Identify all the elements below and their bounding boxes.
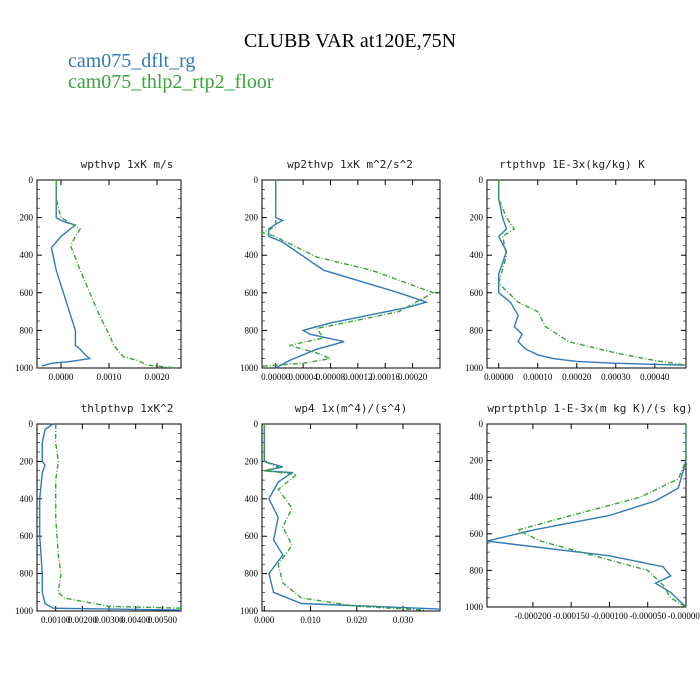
panel-2-series-1 bbox=[268, 180, 429, 369]
x-tick-label: 0.0020 bbox=[145, 372, 170, 382]
y-tick-label: 400 bbox=[470, 250, 484, 260]
y-tick-label: 400 bbox=[20, 494, 34, 504]
panel-3-frame bbox=[486, 179, 687, 369]
x-tick-label: 0.000 bbox=[254, 615, 275, 625]
y-tick-label: 400 bbox=[470, 492, 484, 502]
y-tick-label: 200 bbox=[245, 213, 259, 223]
y-tick-label: 800 bbox=[245, 325, 259, 335]
x-tick-label: 0.00008 bbox=[316, 372, 346, 382]
y-tick-label: 600 bbox=[470, 529, 484, 539]
y-tick-label: 0 bbox=[29, 175, 34, 185]
panel-1-title: wpthvp 1xK m/s bbox=[81, 158, 174, 171]
x-tick-label: -0.000150 bbox=[553, 611, 590, 621]
panel-3-series-1 bbox=[497, 180, 687, 366]
y-tick-label: 1000 bbox=[240, 363, 259, 373]
y-tick-label: 800 bbox=[470, 325, 484, 335]
y-tick-label: 0 bbox=[479, 175, 484, 185]
y-tick-label: 200 bbox=[470, 213, 484, 223]
x-tick-label: 0.010 bbox=[300, 615, 321, 625]
x-tick-label: 0.00000 bbox=[261, 372, 291, 382]
x-tick-label: 0.00012 bbox=[343, 372, 372, 382]
panel-1-frame bbox=[36, 179, 182, 369]
x-tick-label: -0.000100 bbox=[591, 611, 628, 621]
x-tick-label: 0.00020 bbox=[398, 372, 428, 382]
x-tick-label: 0.00200 bbox=[68, 615, 98, 625]
panel-4-title: thlpthvp 1xK^2 bbox=[81, 402, 174, 415]
legend-entry-2: cam075_thlp2_rtp2_floor bbox=[68, 71, 274, 93]
x-tick-label: 0.00004 bbox=[288, 372, 318, 382]
y-tick-label: 1000 bbox=[240, 606, 259, 616]
panel-6-series-1 bbox=[486, 424, 687, 608]
y-tick-label: 0 bbox=[254, 419, 259, 429]
chart-title: CLUBB VAR at120E,75N bbox=[243, 30, 457, 52]
y-tick-label: 1000 bbox=[15, 606, 34, 616]
y-tick-label: 400 bbox=[245, 494, 259, 504]
y-tick-label: 600 bbox=[245, 531, 259, 541]
y-tick-label: 800 bbox=[20, 569, 34, 579]
y-tick-label: 1000 bbox=[465, 602, 484, 612]
y-tick-label: 0 bbox=[479, 419, 484, 429]
x-tick-label: 0.0000 bbox=[49, 372, 74, 382]
panel-2-series-2 bbox=[259, 180, 435, 367]
x-tick-label: 0.00020 bbox=[562, 372, 592, 382]
panel-2-frame bbox=[261, 179, 441, 369]
x-tick-label: -0.000050 bbox=[629, 611, 666, 621]
y-tick-label: 200 bbox=[20, 213, 34, 223]
panel-6-title: wprtpthlp 1-E-3x(m kg K)/(s kg) bbox=[487, 402, 692, 415]
y-tick-label: 200 bbox=[20, 456, 34, 466]
y-tick-label: 400 bbox=[245, 250, 259, 260]
panel-4-series-1 bbox=[39, 423, 182, 611]
panel-1-series-2 bbox=[55, 180, 177, 369]
y-tick-label: 600 bbox=[245, 288, 259, 298]
x-tick-label: 0.00100 bbox=[41, 615, 71, 625]
y-tick-label: 0 bbox=[254, 175, 259, 185]
x-tick-label: -0.000200 bbox=[515, 611, 552, 621]
x-tick-label: 0.00030 bbox=[601, 372, 631, 382]
panel-2-title: wp2thvp 1xK m^2/s^2 bbox=[287, 158, 413, 171]
x-tick-label: 0.00000 bbox=[484, 372, 514, 382]
x-tick-label: 0.0010 bbox=[97, 372, 122, 382]
x-tick-label: 0.00010 bbox=[523, 372, 553, 382]
x-tick-label: 0.00500 bbox=[148, 615, 178, 625]
panel-3-series-2 bbox=[497, 180, 687, 366]
x-tick-label: 0.020 bbox=[347, 615, 368, 625]
y-tick-label: 800 bbox=[470, 565, 484, 575]
panel-5-title: wp4 1x(m^4)/(s^4) bbox=[295, 402, 408, 415]
y-tick-label: 400 bbox=[20, 250, 34, 260]
x-tick-label: 0.00400 bbox=[121, 615, 151, 625]
y-tick-label: 600 bbox=[470, 288, 484, 298]
panel-1-series-1 bbox=[41, 180, 92, 367]
y-tick-label: 600 bbox=[20, 288, 34, 298]
x-tick-label: 0.00300 bbox=[94, 615, 124, 625]
panel-4-series-2 bbox=[55, 424, 182, 609]
y-tick-label: 1000 bbox=[15, 363, 34, 373]
x-tick-label: 0.00040 bbox=[640, 372, 670, 382]
x-tick-label: 0.030 bbox=[393, 615, 414, 625]
y-tick-label: 200 bbox=[245, 456, 259, 466]
panel-6-frame bbox=[486, 423, 687, 608]
panel-6-series-2 bbox=[515, 424, 687, 608]
panel-3-title: rtpthvp 1E-3x(kg/kg) K bbox=[499, 158, 645, 171]
panel-5-series-1 bbox=[263, 424, 441, 610]
x-tick-label: 0.00016 bbox=[371, 372, 401, 382]
panel-5-series-2 bbox=[263, 424, 427, 611]
y-tick-label: 800 bbox=[245, 569, 259, 579]
panel-4-frame bbox=[36, 423, 182, 612]
y-tick-label: 0 bbox=[29, 419, 34, 429]
y-tick-label: 800 bbox=[20, 325, 34, 335]
legend-entry-1: cam075_dflt_rg bbox=[68, 50, 196, 72]
y-tick-label: 600 bbox=[20, 531, 34, 541]
y-tick-label: 1000 bbox=[465, 363, 484, 373]
panel-5-frame bbox=[261, 423, 441, 612]
y-tick-label: 200 bbox=[470, 456, 484, 466]
